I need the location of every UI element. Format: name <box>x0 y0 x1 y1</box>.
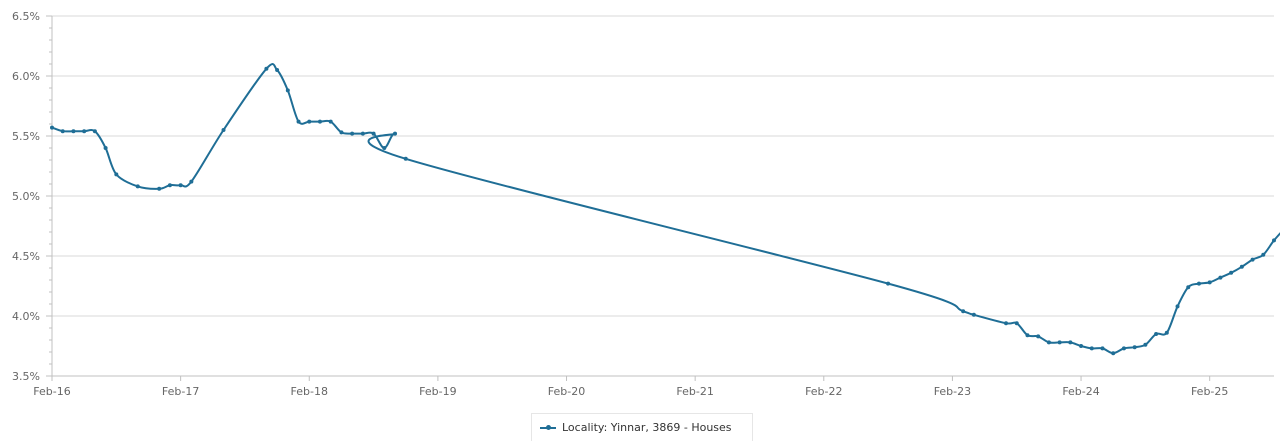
data-point <box>60 129 65 134</box>
x-tick-label: Feb-22 <box>805 385 842 398</box>
gridlines <box>52 15 1274 317</box>
y-tick-label: 5.0% <box>12 190 40 203</box>
data-point <box>1218 275 1223 280</box>
data-point <box>1164 330 1169 335</box>
data-point <box>1025 333 1030 338</box>
legend-series-label: Locality: Yinnar, 3869 - Houses <box>562 421 732 434</box>
data-point <box>350 131 355 136</box>
data-point <box>371 131 376 136</box>
x-tick-label: Feb-18 <box>291 385 328 398</box>
series-line <box>51 63 1280 355</box>
data-point <box>886 281 891 286</box>
data-point <box>71 129 76 134</box>
x-tick-label: Feb-16 <box>33 385 70 398</box>
data-point <box>1175 304 1180 309</box>
data-point <box>167 183 172 188</box>
x-tick-label: Feb-23 <box>934 385 971 398</box>
data-point <box>1036 334 1041 339</box>
y-tick-label: 6.0% <box>12 70 40 83</box>
data-point <box>307 119 312 124</box>
data-point <box>1121 346 1126 351</box>
data-point <box>1057 340 1062 345</box>
data-point <box>339 130 344 135</box>
data-point <box>1046 340 1051 345</box>
y-tick-label: 6.5% <box>12 10 40 23</box>
data-point <box>1014 321 1019 326</box>
y-tick-label: 3.5% <box>12 370 40 383</box>
data-point <box>221 128 226 132</box>
data-point <box>328 119 333 124</box>
series-group <box>50 63 1280 356</box>
y-tick-label: 4.5% <box>12 250 40 263</box>
data-point <box>1004 321 1009 326</box>
data-point <box>1143 342 1148 347</box>
y-tick-label: 5.5% <box>12 130 40 143</box>
y-tick-label: 4.0% <box>12 310 40 323</box>
data-point <box>1089 346 1094 351</box>
data-point <box>382 146 387 150</box>
data-point <box>961 309 966 314</box>
data-point <box>1079 344 1084 348</box>
data-point <box>275 68 280 72</box>
data-point <box>157 186 162 191</box>
data-point <box>1100 346 1105 351</box>
data-point <box>50 125 54 130</box>
data-point <box>360 131 365 136</box>
data-point <box>189 179 194 184</box>
data-point <box>82 129 87 134</box>
data-point <box>1272 238 1276 243</box>
y-axis-tick-labels: 3.5% 4.0% 4.5% 5.0% 5.5% 6.0% 6.5% <box>12 10 40 383</box>
x-tick-label: Feb-25 <box>1191 385 1228 398</box>
data-point <box>1132 345 1137 350</box>
x-axis-tick-labels: Feb-16 Feb-17 Feb-18 Feb-19 Feb-20 Feb-21 Feb-… <box>33 385 1228 398</box>
data-point <box>1186 285 1191 290</box>
data-point <box>264 66 269 71</box>
legend-series-swatch <box>540 423 556 433</box>
data-point <box>135 184 140 189</box>
data-point <box>1154 332 1159 336</box>
data-point <box>178 183 183 188</box>
data-point <box>1261 252 1266 257</box>
x-tick-label: Feb-19 <box>419 385 456 398</box>
data-point <box>92 129 97 134</box>
data-point <box>1229 270 1234 275</box>
data-point <box>317 119 322 124</box>
data-point <box>403 156 408 161</box>
x-tick-label: Feb-24 <box>1062 385 1099 398</box>
data-point <box>285 88 290 93</box>
legend[interactable]: Locality: Yinnar, 3869 - Houses <box>531 413 753 441</box>
x-tick-label: Feb-20 <box>548 385 585 398</box>
legend-marker <box>546 425 551 430</box>
data-point <box>1250 257 1255 262</box>
data-point <box>1207 280 1212 285</box>
data-point <box>1111 351 1116 356</box>
x-tick-label: Feb-21 <box>676 385 713 398</box>
data-point <box>1239 264 1244 269</box>
data-point <box>1196 281 1201 286</box>
data-point <box>393 131 398 136</box>
data-point <box>1068 340 1073 345</box>
axes <box>46 15 1274 381</box>
data-point <box>114 172 119 177</box>
data-point <box>103 146 108 150</box>
data-point <box>971 312 976 317</box>
data-point <box>296 119 301 124</box>
x-tick-label: Feb-17 <box>162 385 199 398</box>
